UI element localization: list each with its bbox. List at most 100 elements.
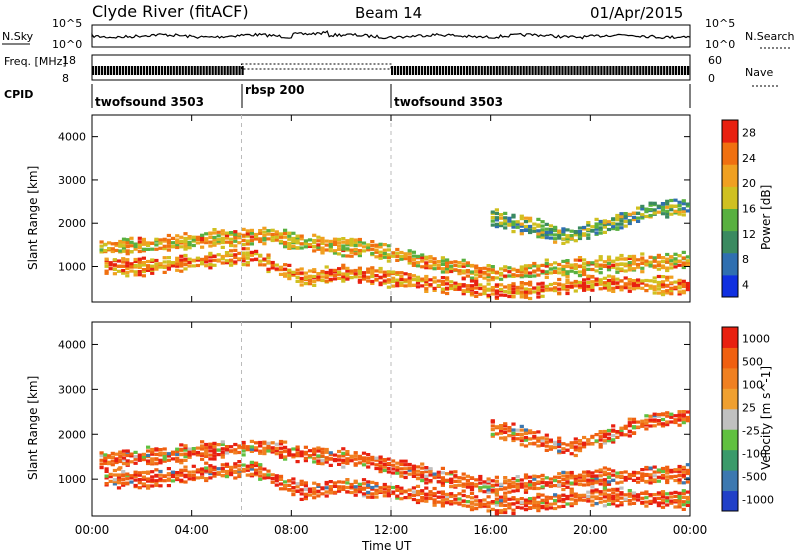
echo-cell bbox=[619, 431, 624, 435]
echo-cell bbox=[254, 234, 259, 238]
echo-cell bbox=[515, 501, 520, 505]
echo-cell bbox=[258, 229, 263, 233]
echo-cell bbox=[652, 280, 657, 284]
echo-cell bbox=[337, 272, 342, 276]
echo-cell bbox=[627, 286, 632, 290]
echo-cell bbox=[382, 465, 387, 469]
echo-cell bbox=[677, 481, 682, 485]
echo-cell bbox=[503, 427, 508, 431]
echo-cell bbox=[316, 247, 321, 251]
echo-cell bbox=[183, 469, 188, 473]
echo-cell bbox=[681, 256, 686, 260]
echo-cell bbox=[328, 453, 333, 457]
echo-cell bbox=[461, 476, 466, 480]
echo-cell bbox=[137, 249, 142, 254]
echo-cell bbox=[278, 439, 284, 444]
echo-cell bbox=[129, 265, 134, 269]
echo-cell bbox=[582, 288, 587, 292]
echo-cell bbox=[137, 455, 142, 459]
echo-cell bbox=[469, 291, 475, 295]
echo-cell bbox=[204, 466, 209, 470]
echo-cell bbox=[121, 246, 127, 250]
echo-cell bbox=[415, 473, 421, 477]
echo-cell bbox=[341, 279, 346, 283]
echo-cell bbox=[395, 468, 400, 472]
echo-cell bbox=[233, 253, 238, 257]
echo-cell bbox=[287, 263, 292, 267]
echo-cell bbox=[303, 484, 308, 488]
echo-cell bbox=[332, 490, 338, 494]
echo-cell bbox=[237, 241, 242, 245]
echo-cell bbox=[424, 289, 429, 293]
echo-cell bbox=[133, 478, 138, 482]
echo-cell bbox=[627, 219, 632, 223]
echo-cell bbox=[544, 227, 549, 231]
echo-cell bbox=[681, 503, 686, 507]
echo-cell bbox=[515, 225, 520, 229]
echo-cell bbox=[295, 445, 300, 449]
echo-cell bbox=[640, 279, 645, 283]
echo-cell bbox=[266, 441, 271, 445]
echo-cell bbox=[133, 259, 138, 263]
echo-cell bbox=[312, 245, 317, 249]
echo-cell bbox=[133, 257, 138, 262]
echo-cell bbox=[660, 264, 666, 268]
echo-cell bbox=[357, 461, 362, 465]
echo-cell bbox=[166, 458, 171, 462]
echo-cell bbox=[532, 261, 537, 266]
echo-cell bbox=[337, 485, 342, 489]
echo-cell bbox=[361, 249, 367, 253]
echo-cell bbox=[445, 267, 450, 271]
echo-cell bbox=[254, 252, 259, 256]
echo-cell bbox=[133, 244, 138, 249]
echo-cell bbox=[208, 476, 213, 480]
echo-cell bbox=[266, 473, 271, 477]
echo-cell bbox=[507, 219, 512, 223]
echo-cell bbox=[474, 478, 479, 482]
echo-cell bbox=[204, 442, 209, 447]
echo-cell bbox=[349, 269, 354, 273]
echo-cell bbox=[415, 489, 421, 494]
echo-cell bbox=[118, 450, 123, 454]
echo-cell bbox=[129, 236, 134, 240]
echo-cell bbox=[648, 475, 653, 479]
echo-cell bbox=[478, 286, 483, 291]
echo-cell bbox=[681, 250, 686, 254]
echo-cell bbox=[312, 241, 317, 245]
echo-cell bbox=[175, 262, 180, 266]
echo-cell bbox=[324, 480, 329, 485]
echo-cell bbox=[598, 278, 603, 282]
echo-cell bbox=[337, 449, 342, 454]
echo-cell bbox=[507, 478, 512, 483]
echo-cell bbox=[129, 269, 134, 273]
echo-cell bbox=[673, 505, 678, 509]
echo-cell bbox=[200, 452, 205, 456]
echo-cell bbox=[249, 253, 254, 257]
echo-cell bbox=[274, 476, 279, 480]
echo-cell bbox=[307, 278, 313, 282]
echo-cell bbox=[212, 448, 217, 452]
echo-cell bbox=[499, 482, 504, 486]
echo-cell bbox=[399, 486, 404, 490]
echo-cell bbox=[345, 243, 350, 247]
echo-cell bbox=[370, 455, 375, 459]
echo-cell bbox=[461, 258, 466, 262]
echo-cell bbox=[382, 462, 387, 466]
echo-cell bbox=[490, 278, 495, 282]
echo-cell bbox=[606, 258, 612, 262]
echo-cell bbox=[278, 239, 284, 243]
echo-cell bbox=[677, 467, 682, 471]
colorbar-segment bbox=[722, 470, 738, 492]
echo-cell bbox=[445, 472, 450, 476]
echo-cell bbox=[660, 490, 666, 494]
echo-cell bbox=[648, 284, 653, 288]
echo-cell bbox=[187, 453, 192, 457]
echo-cell bbox=[411, 497, 416, 502]
echo-cell bbox=[482, 485, 487, 489]
echo-cell bbox=[224, 254, 230, 258]
echo-cell bbox=[220, 442, 225, 446]
echo-cell bbox=[515, 475, 520, 479]
echo-cell bbox=[523, 476, 529, 480]
echo-cell bbox=[283, 484, 288, 488]
echo-cell bbox=[511, 225, 516, 229]
